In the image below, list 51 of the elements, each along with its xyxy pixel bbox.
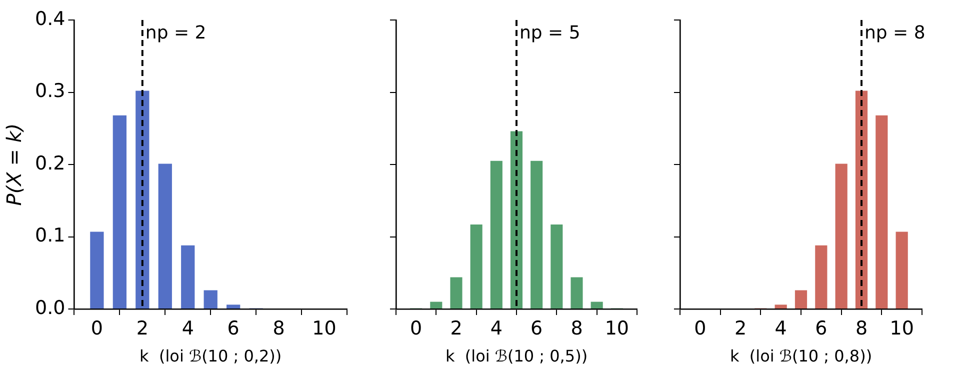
bar xyxy=(570,277,583,308)
ref-line-label: np = 8 xyxy=(864,22,926,44)
x-tick-label: 4 xyxy=(182,317,194,340)
x-tick-label: 10 xyxy=(604,317,630,340)
y-tick-label: 0.2 xyxy=(35,152,66,174)
x-tick-label: 0 xyxy=(90,317,103,340)
x-tick-label: 8 xyxy=(855,317,868,340)
bar xyxy=(430,302,442,308)
bar xyxy=(590,302,603,308)
x-axis-title: k (loi ℬ(10 ; 0,2)) xyxy=(140,346,282,366)
x-axis-title: k (loi ℬ(10 ; 0,8)) xyxy=(730,346,872,366)
x-tick-label: 2 xyxy=(734,317,747,340)
x-tick-label: 8 xyxy=(272,317,285,340)
ref-line-label: np = 2 xyxy=(145,22,206,44)
y-tick-label: 0.3 xyxy=(35,80,66,102)
bar xyxy=(470,224,482,308)
y-axis-title: P(X = k) xyxy=(2,123,26,206)
x-axis-title: k (loi ℬ(10 ; 0,5)) xyxy=(445,346,588,366)
x-tick-label: 4 xyxy=(774,317,787,340)
x-tick-label: 4 xyxy=(490,317,502,340)
x-tick-label: 2 xyxy=(136,317,148,340)
bar xyxy=(136,90,150,308)
bar xyxy=(876,115,888,308)
bar xyxy=(896,232,908,308)
ref-line-label: np = 5 xyxy=(520,22,580,44)
bar xyxy=(815,245,828,308)
x-tick-label: 8 xyxy=(570,317,583,340)
x-tick-label: 10 xyxy=(890,317,914,340)
bar xyxy=(774,304,787,308)
x-tick-label: 0 xyxy=(410,317,422,340)
x-tick-label: 6 xyxy=(227,317,240,340)
y-tick-label: 0.4 xyxy=(35,8,66,30)
bar xyxy=(158,164,172,308)
bar xyxy=(530,160,543,308)
y-tick-label: 0.1 xyxy=(35,224,66,247)
x-tick-label: 6 xyxy=(815,317,828,340)
bar xyxy=(794,290,808,308)
bar xyxy=(490,160,502,308)
bar xyxy=(835,164,848,308)
y-tick-label: 0.0 xyxy=(35,296,66,319)
x-tick-label: 0 xyxy=(694,317,706,340)
x-tick-label: 10 xyxy=(312,317,336,340)
x-tick-label: 2 xyxy=(450,317,462,340)
bar xyxy=(550,224,563,308)
bar xyxy=(181,245,195,308)
bar xyxy=(450,277,462,308)
bar xyxy=(112,115,126,308)
bar xyxy=(90,232,104,308)
bar xyxy=(204,290,218,308)
x-tick-label: 6 xyxy=(530,317,543,340)
bar xyxy=(226,304,240,308)
